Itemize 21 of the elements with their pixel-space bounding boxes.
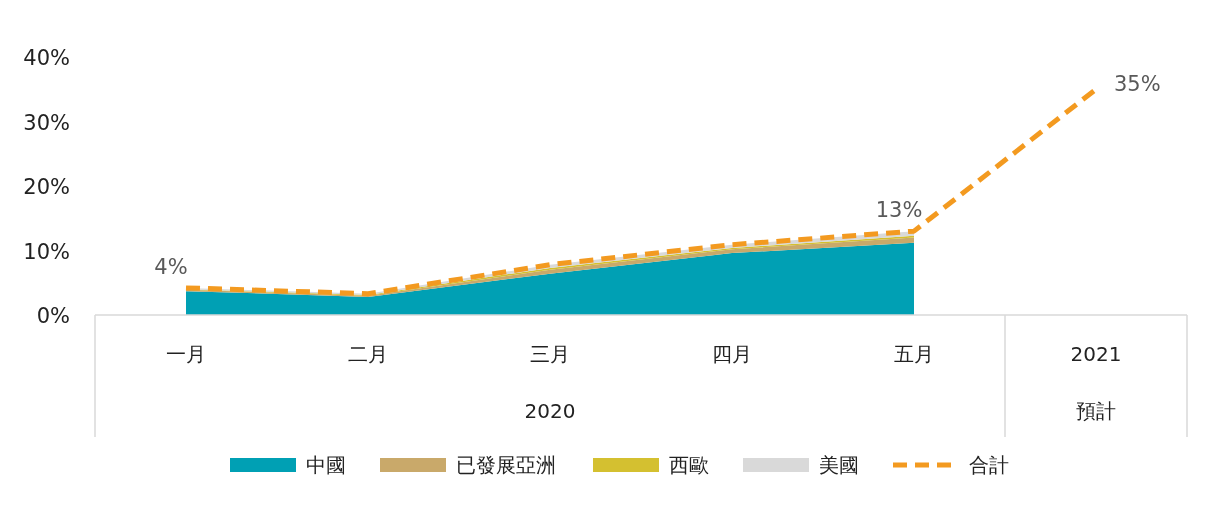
legend-label: 美國: [819, 453, 859, 477]
y-tick-label: 40%: [23, 46, 70, 70]
x-tick-label: 2021: [1070, 342, 1122, 366]
y-tick-label: 0%: [36, 304, 70, 328]
x-tick-label: 四月: [712, 342, 752, 366]
legend-label: 中國: [306, 453, 346, 477]
legend-label: 西歐: [669, 453, 709, 477]
y-tick-label: 20%: [23, 175, 70, 199]
x-tick-label: 五月: [894, 342, 934, 366]
x-tick-label: 二月: [348, 342, 388, 366]
data-label: 13%: [875, 198, 923, 223]
data-label: 35%: [1114, 72, 1161, 97]
y-tick-label: 10%: [23, 239, 70, 264]
text: 2020: [524, 399, 576, 423]
x-tick-label: 一月: [166, 342, 206, 366]
text: 預計: [1076, 399, 1116, 423]
data-label: 4%: [154, 254, 188, 279]
legend-label: 已發展亞洲: [456, 453, 556, 477]
legend-label: 合計: [969, 453, 1009, 477]
x-tick-label: 三月: [530, 342, 570, 366]
y-tick-label: 30%: [23, 110, 70, 135]
